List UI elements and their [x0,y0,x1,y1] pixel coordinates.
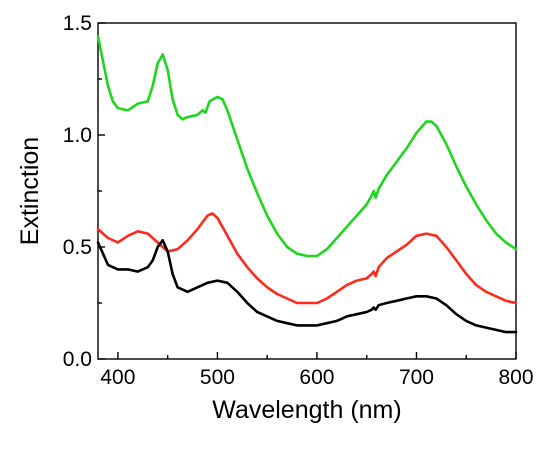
x-axis-title: Wavelength (nm) [212,396,401,424]
x-tick-label: 700 [399,366,434,389]
y-tick-label: 1.5 [63,12,92,35]
series-line-3 [96,239,518,334]
tick-layer [98,22,517,360]
x-tick-label: 400 [100,366,135,389]
series-layer [96,35,518,334]
y-tick-label: 0.5 [63,236,92,259]
y-tick-label: 0.0 [63,348,92,371]
x-tick-label: 500 [200,366,235,389]
series-line-1 [96,35,518,258]
y-axis-title: Extinction [16,137,44,245]
plot-frame [97,22,517,360]
tick-label-layer: 400 500 600 700 800 0.0 0.5 1.0 1.5 [63,12,534,389]
x-tick-label: 600 [299,366,334,389]
x-tick-label: 800 [498,366,533,389]
series-line-2 [96,212,518,305]
y-tick-label: 1.0 [63,124,92,147]
